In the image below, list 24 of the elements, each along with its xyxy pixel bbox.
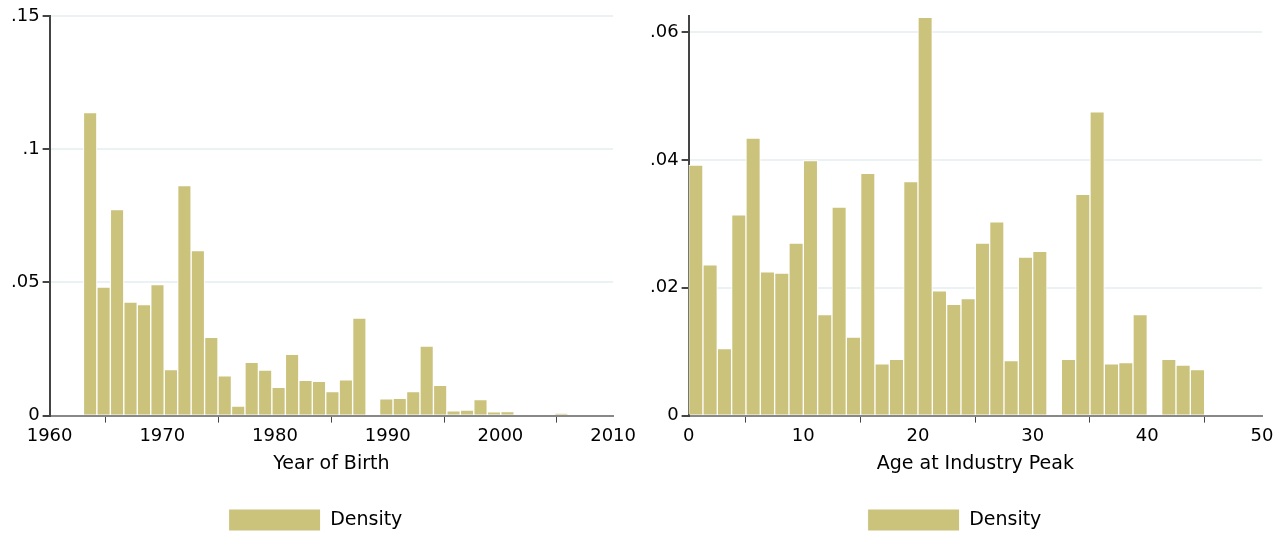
x-tick-label: 0 [682,424,695,446]
x-tick-label: 20 [906,424,930,446]
x-tick-label: 10 [791,424,815,446]
y-tick-label: .06 [649,19,679,41]
x-tick-label: 1970 [139,424,186,446]
y-tick-label: 0 [28,403,40,425]
x-tick-label: 1980 [252,424,298,446]
x-axis-title: Age at Industry Peak [876,450,1074,473]
y-tick-label: .05 [10,270,40,292]
x-tick-label: 1960 [26,424,73,446]
legend-label: Density [969,506,1042,529]
x-tick-label: 30 [1021,424,1045,446]
x-tick-label: 40 [1135,424,1159,446]
y-tick-label: .1 [22,136,40,158]
x-axis-title: Year of Birth [272,450,390,473]
x-tick-label: 1990 [364,424,411,446]
y-tick-label: 0 [667,403,679,425]
y-tick-label: .02 [649,275,679,297]
y-tick-label: .04 [649,147,679,169]
y-tick-label: .15 [10,3,40,25]
x-tick-label: 2010 [590,424,636,446]
x-tick-label: 50 [1250,424,1274,446]
x-tick-label: 2000 [477,424,524,446]
legend-label: Density [330,506,403,529]
